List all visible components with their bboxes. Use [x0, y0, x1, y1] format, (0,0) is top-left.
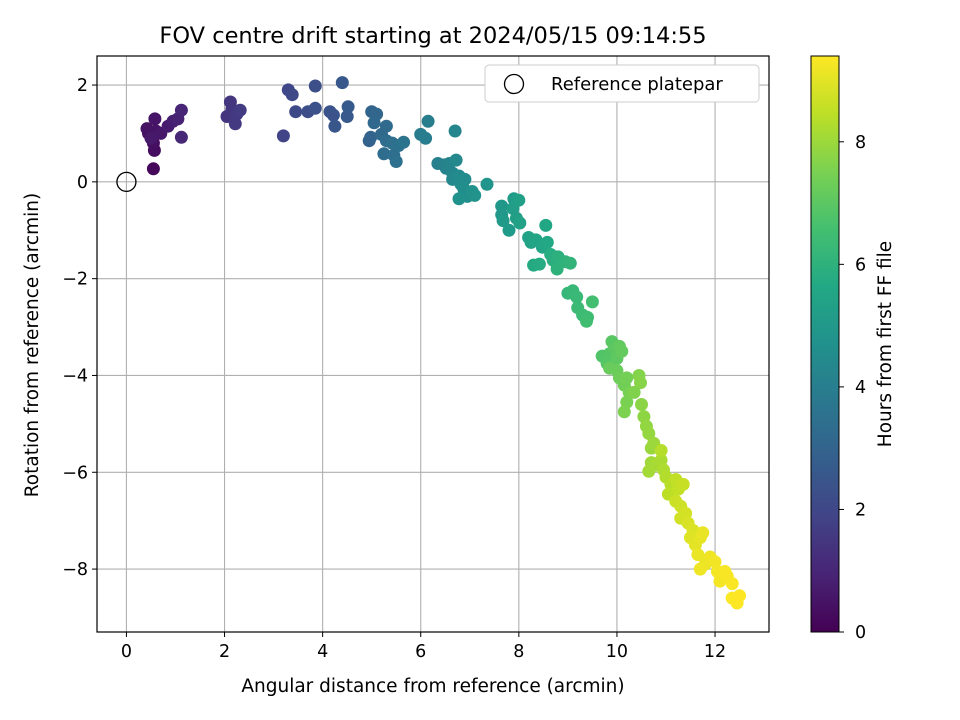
scatter-point: [570, 290, 584, 304]
scatter-point: [634, 376, 647, 390]
scatter-point: [328, 119, 342, 133]
scatter-point: [617, 405, 631, 419]
scatter-point: [326, 108, 340, 122]
scatter-point: [691, 548, 705, 562]
scatter-point: [496, 214, 510, 228]
x-tick-label: 4: [317, 642, 328, 662]
colorbar-tick-label: 0: [855, 623, 866, 643]
scatter-point: [563, 256, 577, 270]
scatter-point: [379, 119, 393, 133]
scatter-point: [585, 295, 599, 309]
scatter-point: [146, 162, 160, 176]
scatter-point: [733, 589, 747, 603]
scatter-point: [615, 344, 629, 358]
x-tick-label: 0: [121, 642, 132, 662]
scatter-point: [340, 110, 354, 123]
scatter-point: [341, 100, 355, 114]
scatter-point: [174, 103, 188, 117]
legend-box: [484, 64, 760, 103]
scatter-point: [223, 95, 237, 109]
legend: Reference platepar: [484, 64, 760, 103]
y-tick-label: 0: [77, 173, 88, 193]
scatter-point: [144, 131, 158, 145]
scatter-point: [308, 79, 322, 93]
colorbar-tick-label: 8: [855, 133, 866, 153]
scatter-point: [289, 105, 303, 119]
plot-area: 0 2 4 6 8 10 12 −8 −6 −4 −2 0 2: [62, 55, 770, 662]
axes-frame: [96, 55, 770, 633]
scatter-point: [397, 135, 411, 149]
scatter-point: [419, 131, 433, 145]
scatter-point: [693, 562, 707, 576]
scatter-point: [539, 218, 553, 232]
scatter-point: [364, 130, 378, 144]
colorbar-tick-label: 2: [855, 500, 866, 520]
scatter-point: [335, 76, 349, 90]
x-tick-label: 8: [513, 642, 524, 662]
scatter-point: [696, 526, 710, 540]
colorbar-tick-label: 4: [855, 378, 866, 398]
scatter-point: [620, 371, 634, 385]
scatter-point: [468, 188, 482, 202]
y-tick-label: −4: [62, 366, 88, 386]
x-tick-label: 6: [415, 642, 426, 662]
scatter-point: [642, 427, 656, 440]
scatter-point: [276, 129, 290, 143]
scatter-point: [512, 193, 526, 207]
legend-reference-label: Reference platepar: [551, 74, 723, 95]
scatter-point: [449, 153, 463, 167]
scatter-point: [458, 172, 472, 186]
x-axis-label: Angular distance from reference (arcmin): [241, 676, 624, 697]
scatter-point: [480, 177, 494, 191]
scatter-point: [233, 103, 247, 117]
y-axis-label: Rotation from reference (arcmin): [22, 193, 43, 497]
scatter-point: [627, 385, 641, 399]
scatter-point: [635, 398, 648, 411]
y-tick-label: −2: [62, 270, 88, 290]
scatter-point: [725, 577, 739, 591]
scatter-point: [367, 116, 381, 130]
legend-reference-marker: [503, 73, 525, 95]
scatter-point: [532, 257, 546, 271]
scatter-point: [654, 444, 668, 457]
scatter-point: [676, 477, 690, 491]
scatter-point: [452, 192, 466, 206]
scatter-point: [285, 88, 299, 102]
colorbar-gradient: [810, 55, 840, 633]
chart-title: FOV centre drift starting at 2024/05/15 …: [159, 23, 706, 49]
scatter-point: [174, 130, 188, 144]
scatter-point: [580, 314, 593, 328]
colorbar-ticks: 0 2 4 6 8: [839, 133, 866, 643]
scatter-point: [308, 101, 322, 115]
colorbar-label: Hours from first FF file: [875, 241, 896, 447]
reference-platepar-marker: [116, 171, 137, 192]
y-tick-label: 2: [77, 76, 88, 96]
scatter-point: [448, 124, 462, 138]
scatter-point: [377, 147, 391, 161]
colorbar-tick-label: 6: [855, 255, 866, 275]
y-tick-label: −6: [62, 463, 88, 483]
scatter-point: [389, 155, 403, 168]
x-tick-label: 12: [704, 642, 726, 662]
scatter-point: [421, 114, 435, 128]
x-tick-label: 10: [606, 642, 628, 662]
scatter-point: [228, 117, 242, 131]
x-tick-label: 2: [219, 642, 230, 662]
scatter-point: [513, 216, 527, 230]
colorbar: 0 2 4 6 8 Hours from first FF file: [810, 55, 896, 643]
scatter-point: [148, 112, 162, 126]
scatter-point: [540, 235, 554, 249]
y-tick-label: −8: [62, 560, 88, 580]
scatter-point: [502, 223, 516, 237]
